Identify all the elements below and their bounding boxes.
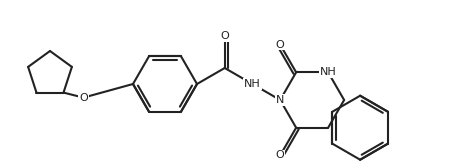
- Text: O: O: [276, 150, 284, 160]
- Text: NH: NH: [320, 67, 337, 77]
- Text: O: O: [276, 40, 284, 50]
- Text: N: N: [276, 95, 284, 105]
- Text: NH: NH: [244, 79, 261, 89]
- Text: O: O: [79, 93, 88, 103]
- Text: O: O: [220, 31, 229, 41]
